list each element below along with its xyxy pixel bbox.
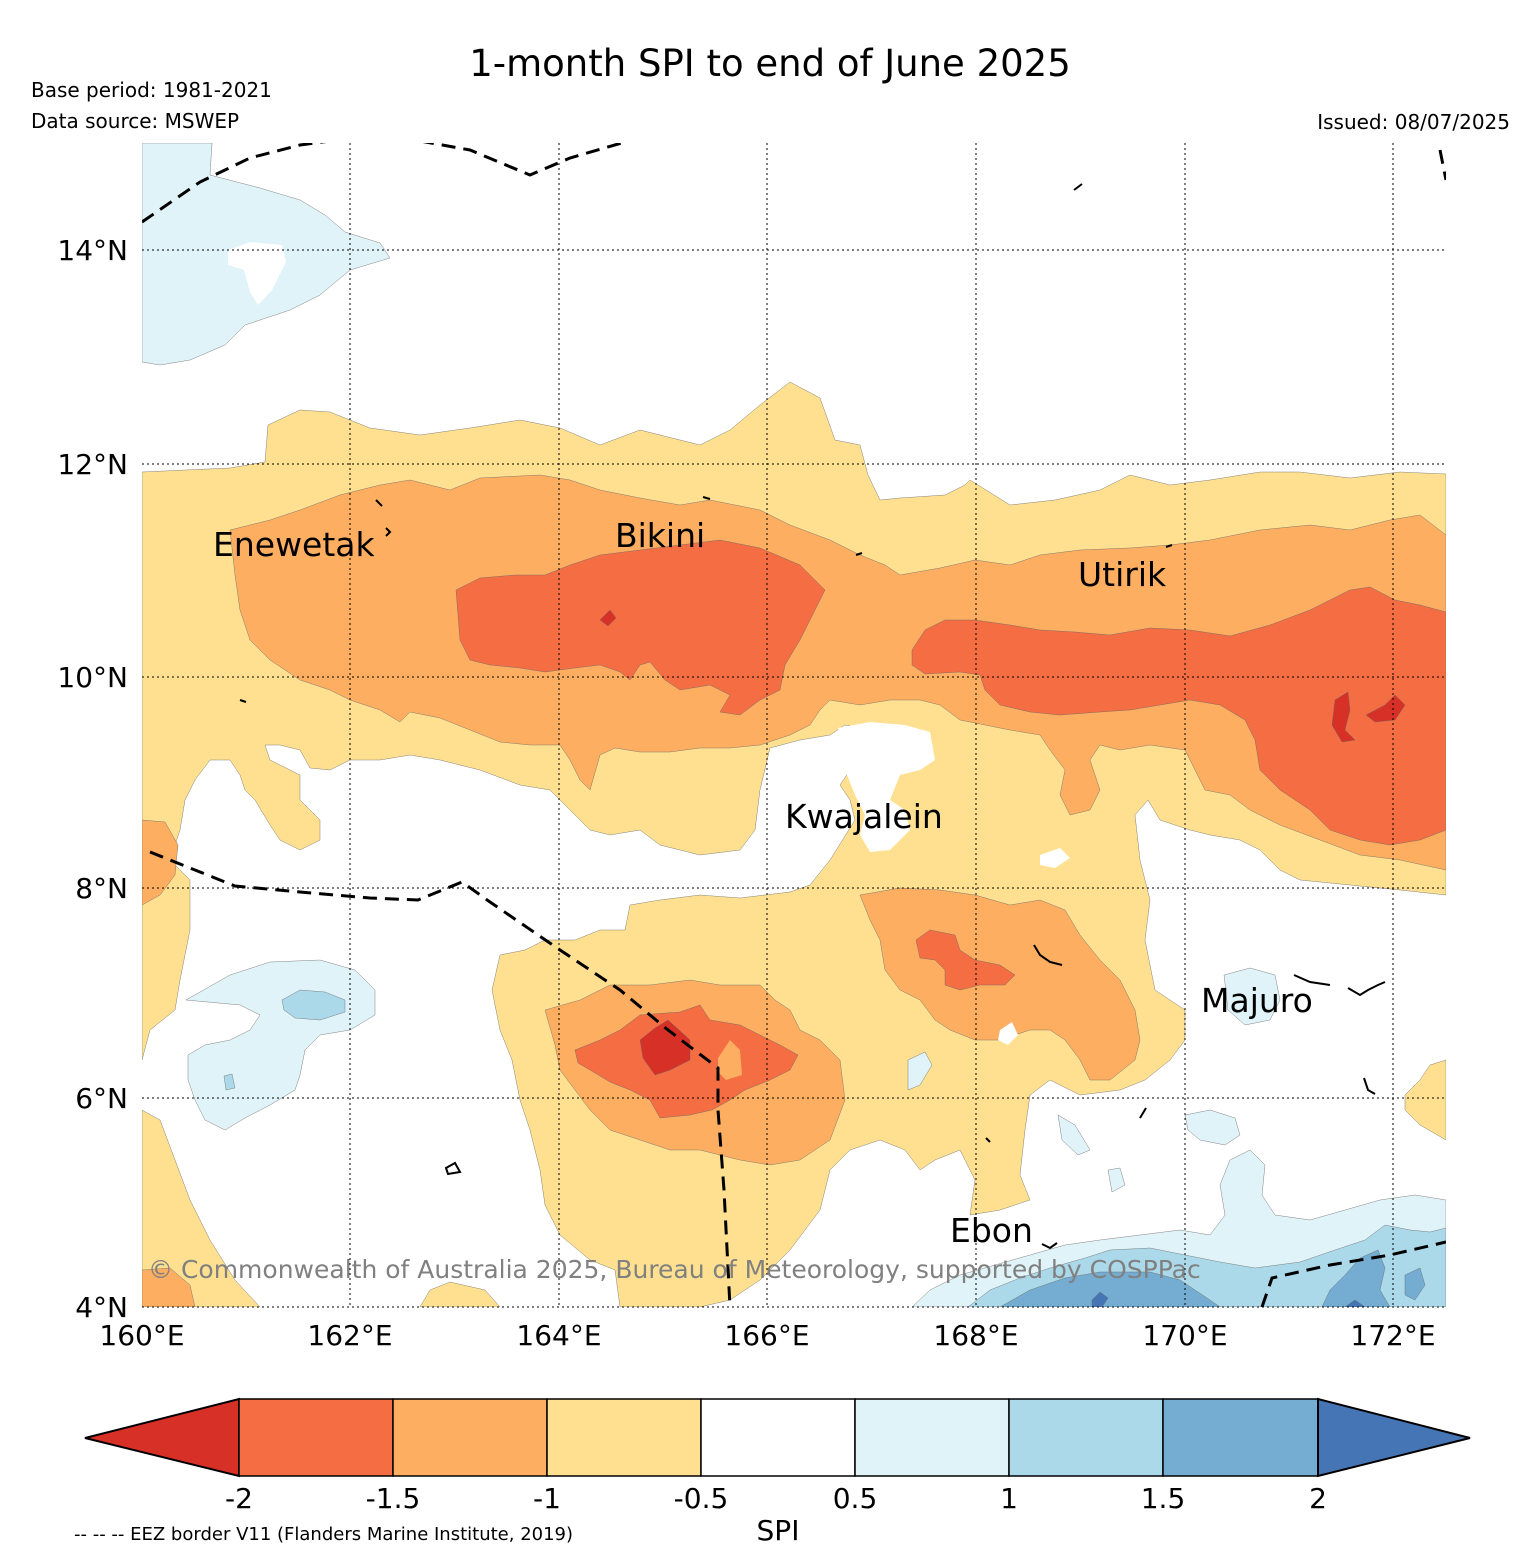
lon-label: 170°E <box>1142 1319 1227 1352</box>
lat-label: 6°N <box>75 1082 128 1115</box>
colorbar-tick: 0.5 <box>833 1482 878 1515</box>
colorbar: -2 -1.5 -1 -0.5 0.5 1 1.5 2 SPI <box>84 1397 1471 1547</box>
lat-label: 12°N <box>57 448 128 481</box>
lon-label: 168°E <box>933 1319 1018 1352</box>
eez-border <box>142 143 1446 1307</box>
colorbar-tick: 1.5 <box>1141 1482 1186 1515</box>
eez-note: -- -- -- EEZ border V11 (Flanders Marine… <box>74 1524 573 1545</box>
lat-label: 4°N <box>75 1291 128 1324</box>
lat-label: 14°N <box>57 234 128 267</box>
colorbar-tick: -1 <box>533 1482 561 1515</box>
graticule <box>142 143 1446 1308</box>
lat-label: 8°N <box>75 872 128 905</box>
lon-labels: 160°E 162°E 164°E 166°E 168°E 170°E 172°… <box>99 1319 1435 1352</box>
lon-label: 162°E <box>307 1319 392 1352</box>
spi-field <box>142 143 1446 1307</box>
place-label-bikini: Bikini <box>615 516 705 555</box>
atoll-outlines <box>239 183 1386 1250</box>
copyright-notice: © Commonwealth of Australia 2025, Bureau… <box>148 1255 1201 1284</box>
map-title: 1-month SPI to end of June 2025 <box>469 42 1071 85</box>
colorbar-tick: -2 <box>225 1482 253 1515</box>
colorbar-tick: -1.5 <box>366 1482 421 1515</box>
place-label-kwajalein: Kwajalein <box>785 797 943 836</box>
base-period: Base period: 1981-2021 <box>31 78 272 102</box>
lon-label: 164°E <box>516 1319 601 1352</box>
data-source: Data source: MSWEP <box>31 109 240 133</box>
colorbar-label: SPI <box>757 1514 800 1547</box>
lat-labels: 14°N 12°N 10°N 8°N 6°N 4°N <box>57 234 128 1324</box>
lat-label: 10°N <box>57 661 128 694</box>
place-label-majuro: Majuro <box>1201 981 1313 1020</box>
colorbar-tick: -0.5 <box>674 1482 729 1515</box>
colorbar-tick: 1 <box>1000 1482 1018 1515</box>
issued-date: Issued: 08/07/2025 <box>1317 110 1510 134</box>
lon-label: 160°E <box>99 1319 184 1352</box>
place-label-enewetak: Enewetak <box>213 525 376 564</box>
lon-label: 172°E <box>1350 1319 1435 1352</box>
place-label-utirik: Utirik <box>1078 555 1167 594</box>
place-label-ebon: Ebon <box>950 1211 1033 1250</box>
place-labels: Enewetak Bikini Utirik Kwajalein Majuro … <box>213 516 1313 1250</box>
lon-label: 166°E <box>724 1319 809 1352</box>
colorbar-tick: 2 <box>1309 1482 1327 1515</box>
